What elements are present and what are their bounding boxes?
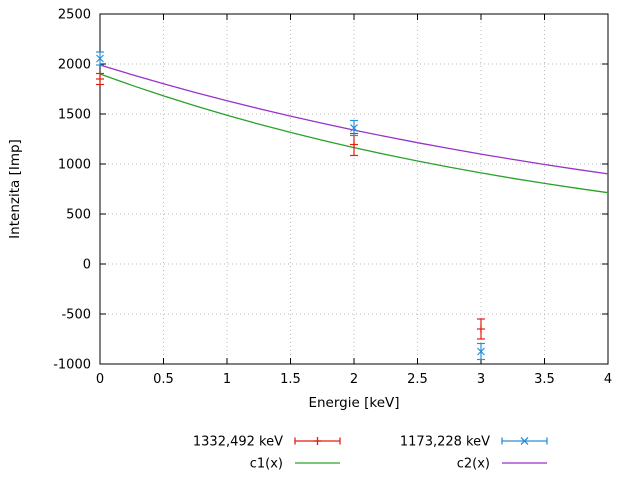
tick-labels: 0 0.5 1 1.5 2 2.5 3 3.5 4 -1000 -500 0 500 1000 1500 20…: [53, 8, 612, 388]
legend-label: 1332,492 keV: [193, 435, 283, 450]
x-axis-label: Energie [keV]: [308, 395, 399, 411]
svg-text:4: 4: [604, 372, 612, 387]
legend: 1332,492 keV 1173,228 keV c1(x) c2(x): [193, 435, 548, 472]
svg-text:Intenzita [Imp]: Intenzita [Imp]: [7, 139, 23, 239]
svg-text:-1000: -1000: [53, 358, 91, 373]
svg-text:0: 0: [83, 258, 91, 273]
svg-text:0.5: 0.5: [153, 372, 174, 387]
svg-text:2500: 2500: [58, 8, 91, 23]
svg-text:1: 1: [223, 372, 231, 387]
grid: [99, 13, 609, 365]
svg-text:2: 2: [350, 372, 358, 387]
svg-text:3: 3: [477, 372, 485, 387]
errorbar-series-cross: [96, 51, 485, 361]
svg-text:-500: -500: [61, 308, 91, 323]
legend-sample: [501, 437, 548, 445]
svg-text:3.5: 3.5: [534, 372, 555, 387]
svg-text:Energie [keV]: Energie [keV]: [308, 395, 399, 411]
legend-label: c2(x): [457, 457, 490, 472]
svg-text:0: 0: [96, 372, 104, 387]
svg-text:500: 500: [66, 208, 91, 223]
legend-sample: [294, 437, 341, 445]
svg-text:1500: 1500: [58, 108, 91, 123]
svg-text:2000: 2000: [58, 58, 91, 73]
svg-text:1000: 1000: [58, 158, 91, 173]
curve-c2x: [99, 64, 609, 175]
legend-label: 1173,228 keV: [400, 435, 490, 450]
tick-marks: [99, 13, 609, 365]
svg-text:2.5: 2.5: [407, 372, 428, 387]
svg-text:1.5: 1.5: [280, 372, 301, 387]
errorbar-series-plus: [96, 72, 485, 340]
legend-label: c1(x): [250, 457, 283, 472]
y-axis-label: Intenzita [Imp]: [7, 139, 23, 239]
